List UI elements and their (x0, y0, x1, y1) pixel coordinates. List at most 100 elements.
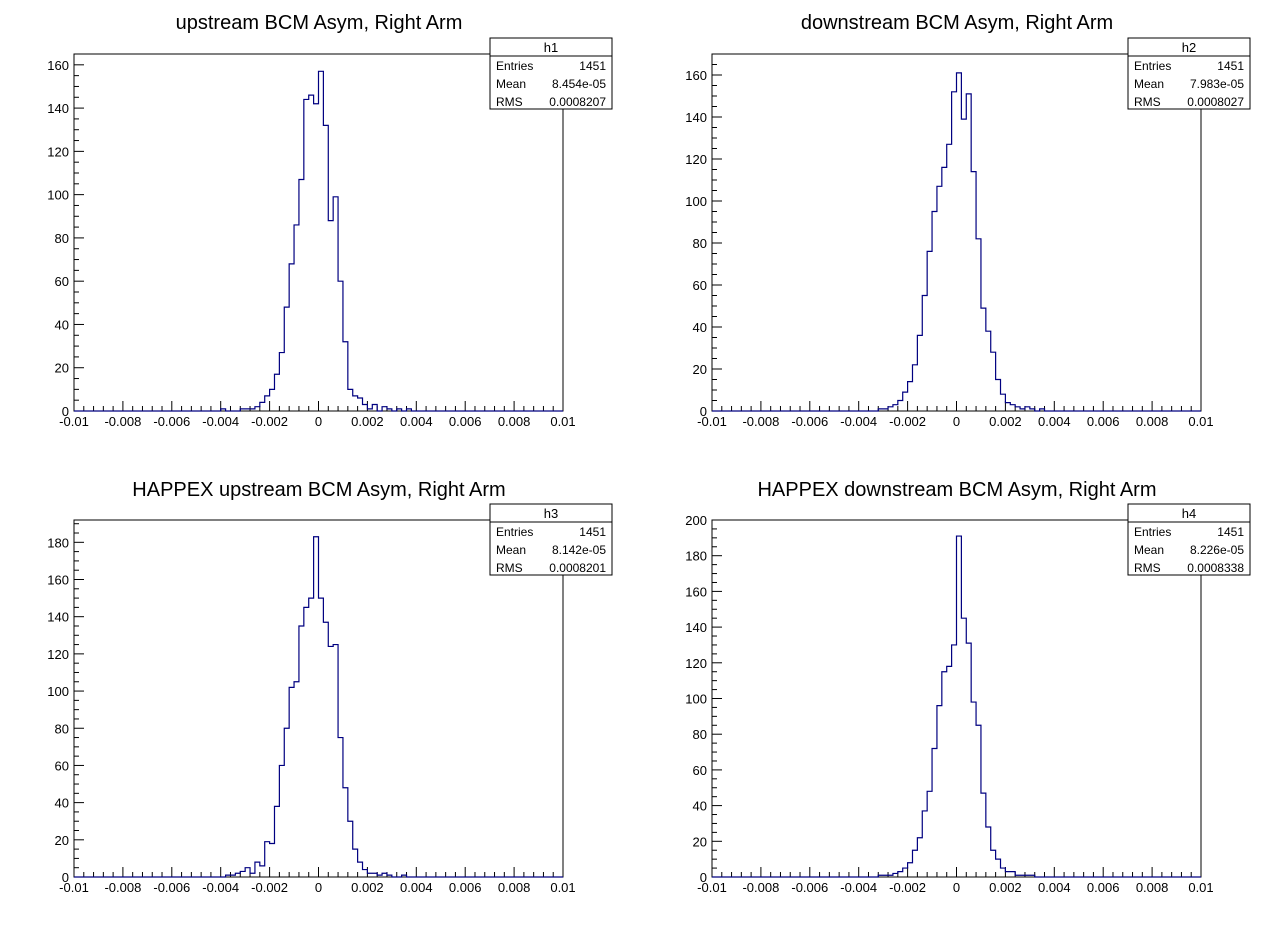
x-tick-label: -0.006 (791, 414, 828, 429)
x-tick-label: 0 (315, 880, 322, 895)
x-tick-label: -0.006 (153, 414, 190, 429)
x-tick-label: 0.004 (400, 880, 433, 895)
y-tick-label: 40 (55, 317, 69, 332)
y-tick-label: 20 (693, 362, 707, 377)
stats-row-label: RMS (496, 561, 523, 575)
histogram-panel-3: HAPPEX upstream BCM Asym, Right Arm -0.01… (47, 479, 613, 895)
stats-row-value: 0.0008027 (1187, 95, 1244, 109)
x-tick-label: 0 (953, 414, 960, 429)
stats-row-label: Mean (1134, 77, 1164, 91)
stats-row-value: 1451 (579, 59, 606, 73)
stats-row-label: RMS (1134, 95, 1161, 109)
y-tick-label: 80 (55, 231, 69, 246)
histogram-series (74, 70, 563, 412)
chart-title: HAPPEX upstream BCM Asym, Right Arm (132, 479, 505, 501)
x-tick-label: 0.008 (498, 880, 531, 895)
x-tick-label: 0.006 (449, 880, 482, 895)
stats-row-label: Entries (496, 525, 533, 539)
y-tick-label: 80 (693, 236, 707, 251)
stats-row-value: 0.0008207 (549, 95, 606, 109)
y-tick-label: 160 (685, 584, 707, 599)
stats-row-value: 7.983e-05 (1190, 77, 1244, 91)
stats-box: h4 Entries 1451 Mean 8.226e-05 RMS 0.0008338 (1127, 503, 1251, 576)
y-tick-label: 120 (685, 152, 707, 167)
x-tick-label: 0.002 (351, 414, 384, 429)
stats-row-label: Entries (496, 59, 533, 73)
stats-row-value: 1451 (1217, 525, 1244, 539)
histogram-panel-4: HAPPEX downstream BCM Asym, Right Arm -0.… (685, 479, 1251, 895)
stats-row-value: 1451 (579, 525, 606, 539)
y-tick-label: 160 (47, 58, 69, 73)
x-tick-label: -0.004 (840, 880, 877, 895)
x-tick-label: 0.006 (449, 414, 482, 429)
stats-row-label: RMS (496, 95, 523, 109)
y-tick-label: 160 (685, 68, 707, 83)
y-tick-label: 40 (55, 796, 69, 811)
y-tick-label: 20 (55, 833, 69, 848)
stats-box-name: h1 (544, 40, 558, 55)
y-tick-label: 200 (685, 513, 707, 528)
stats-row-label: Mean (496, 77, 526, 91)
stats-box-frame (1127, 37, 1251, 110)
x-tick-label: -0.008 (742, 880, 779, 895)
x-tick-label: -0.004 (202, 880, 239, 895)
y-tick-label: 140 (47, 610, 69, 625)
stats-row-label: Entries (1134, 59, 1171, 73)
y-tick-label: 140 (685, 110, 707, 125)
x-tick-label: -0.002 (251, 880, 288, 895)
histogram-series (74, 536, 563, 878)
y-tick-label: 100 (685, 194, 707, 209)
x-tick-label: 0.008 (1136, 414, 1169, 429)
stats-box: h1 Entries 1451 Mean 8.454e-05 RMS 0.0008207 (489, 37, 613, 110)
x-tick-label: -0.01 (697, 414, 727, 429)
y-tick-label: 80 (55, 721, 69, 736)
x-tick-label: -0.008 (742, 414, 779, 429)
stats-row-value: 8.142e-05 (552, 543, 606, 557)
stats-box-name: h3 (544, 506, 558, 521)
x-tick-label: 0.002 (989, 880, 1022, 895)
y-tick-label: 60 (693, 278, 707, 293)
y-tick-label: 40 (693, 799, 707, 814)
y-tick-label: 60 (693, 763, 707, 778)
chart-title: upstream BCM Asym, Right Arm (176, 12, 463, 34)
histogram-series (712, 72, 1201, 412)
stats-box: h3 Entries 1451 Mean 8.142e-05 RMS 0.0008201 (489, 503, 613, 576)
x-tick-label: 0.004 (400, 414, 433, 429)
x-tick-label: -0.008 (104, 880, 141, 895)
y-tick-label: 120 (47, 647, 69, 662)
stats-row-value: 0.0008338 (1187, 561, 1244, 575)
x-tick-label: 0.01 (550, 414, 575, 429)
stats-row-label: Mean (496, 543, 526, 557)
y-tick-label: 20 (55, 361, 69, 376)
stats-box-frame (1127, 503, 1251, 576)
stats-row-value: 0.0008201 (549, 561, 606, 575)
y-tick-label: 60 (55, 274, 69, 289)
y-tick-label: 80 (693, 727, 707, 742)
y-tick-label: 100 (685, 692, 707, 707)
y-tick-label: 0 (700, 404, 707, 419)
y-tick-label: 160 (47, 573, 69, 588)
x-tick-label: 0 (953, 880, 960, 895)
x-tick-label: 0.008 (1136, 880, 1169, 895)
histogram-panel-2: downstream BCM Asym, Right Arm -0.01 -0.00… (685, 12, 1251, 429)
x-tick-label: 0.006 (1087, 414, 1120, 429)
x-tick-label: -0.01 (59, 414, 89, 429)
x-tick-label: -0.004 (202, 414, 239, 429)
y-tick-label: 40 (693, 320, 707, 335)
stats-row-label: Entries (1134, 525, 1171, 539)
y-tick-label: 0 (62, 404, 69, 419)
y-tick-label: 180 (47, 535, 69, 550)
y-tick-label: 20 (693, 834, 707, 849)
x-tick-label: 0.004 (1038, 414, 1071, 429)
x-tick-label: 0.004 (1038, 880, 1071, 895)
stats-box-name: h4 (1182, 506, 1196, 521)
stats-row-label: Mean (1134, 543, 1164, 557)
y-tick-label: 180 (685, 549, 707, 564)
stats-row-label: RMS (1134, 561, 1161, 575)
x-tick-label: 0.008 (498, 414, 531, 429)
x-tick-label: 0.01 (550, 880, 575, 895)
x-tick-label: -0.01 (59, 880, 89, 895)
x-tick-label: -0.006 (791, 880, 828, 895)
chart-title: downstream BCM Asym, Right Arm (801, 12, 1113, 34)
